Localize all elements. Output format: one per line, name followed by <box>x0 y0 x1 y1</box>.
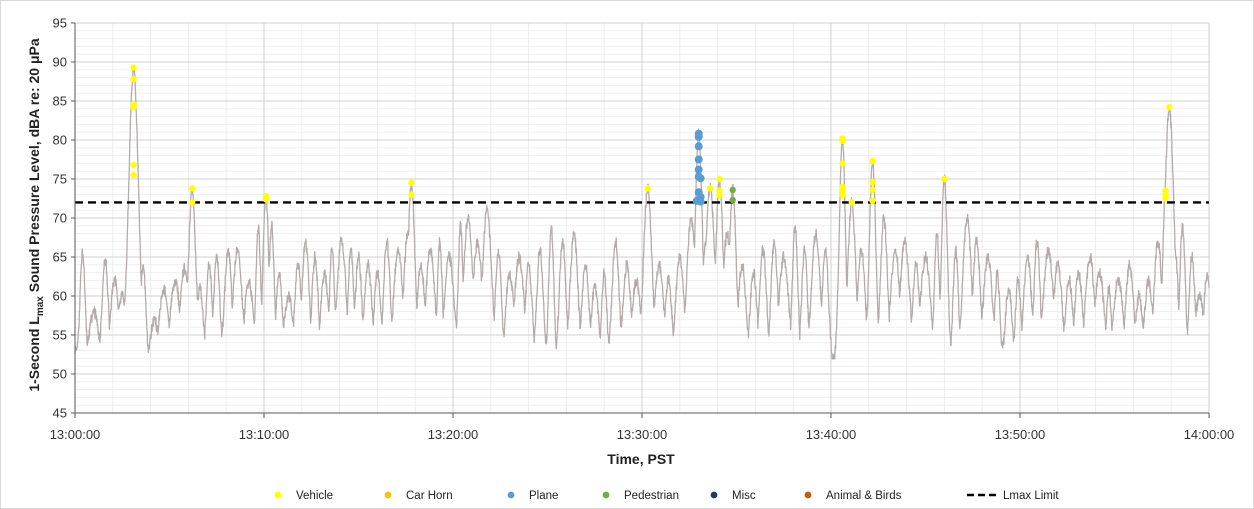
vehicle-marker <box>869 186 876 194</box>
x-tick-label: 13:10:00 <box>239 427 290 442</box>
x-tick-label: 13:20:00 <box>428 427 479 442</box>
y-tick-label: 75 <box>53 172 67 187</box>
legend-marker-misc <box>710 491 718 499</box>
legend-label-car-horn: Car Horn <box>406 490 453 502</box>
y-tick-label: 70 <box>53 211 67 226</box>
y-tick-label: 80 <box>53 133 67 148</box>
plane-marker <box>694 142 703 151</box>
vehicle-marker <box>839 137 846 144</box>
y-axis-title: 1-Second Lmax Sound Pressure Level, dBA … <box>26 38 46 392</box>
legend-label-misc: Misc <box>732 490 756 502</box>
vehicle-marker <box>188 185 196 192</box>
vehicle-marker <box>130 104 137 111</box>
x-tick-label: 14:00:00 <box>1184 427 1235 442</box>
vehicle-marker <box>706 185 714 192</box>
vehicle-marker <box>644 185 651 192</box>
vehicle-marker <box>408 179 415 187</box>
plane-marker <box>696 197 705 206</box>
trace-path <box>74 66 1210 360</box>
legend-marker-pedestrian <box>602 491 610 499</box>
x-tick-label: 13:30:00 <box>617 427 668 442</box>
legend-label-plane: Plane <box>529 490 558 502</box>
vehicle-marker <box>839 192 846 199</box>
y-tick-label: 85 <box>53 94 67 109</box>
legend-label-pedestrian: Pedestrian <box>624 490 679 502</box>
sound-level-trace <box>74 66 1210 360</box>
y-tick-label: 50 <box>53 367 67 382</box>
x-tick-label: 13:00:00 <box>50 427 101 442</box>
vehicle-marker <box>716 192 723 199</box>
tick-labels: 45 50 55 60 65 70 75 80 85 90 95 13:00:00 13:10:00 13… <box>50 16 1235 443</box>
vehicle-marker <box>716 187 723 194</box>
y-tick-label: 90 <box>53 55 67 70</box>
plane-marker <box>696 174 705 183</box>
x-axis-title: Time, PST <box>607 451 675 467</box>
y-tick-label: 95 <box>53 16 67 31</box>
legend: Vehicle Car Horn Plane Pedestrian Misc Animal… <box>274 490 1059 502</box>
y-tick-label: 60 <box>53 289 67 304</box>
vehicle-marker <box>262 196 270 203</box>
vehicle-marker <box>130 75 137 83</box>
pedestrian-marker <box>729 196 736 204</box>
vehicle-marker <box>130 64 137 71</box>
legend-marker-plane <box>507 491 515 499</box>
legend-marker-animal-birds <box>804 491 812 499</box>
vehicle-marker <box>130 171 137 179</box>
vehicle-marker <box>1166 104 1173 111</box>
x-tick-label: 13:40:00 <box>806 427 857 442</box>
vehicle-marker <box>869 157 876 165</box>
legend-label-lmax-limit: Lmax Limit <box>1003 490 1059 502</box>
y-tick-label: 55 <box>53 328 67 343</box>
event-markers <box>130 64 1173 206</box>
vehicle-marker <box>1162 195 1169 202</box>
legend-marker-vehicle <box>274 491 282 499</box>
vehicle-marker <box>941 175 948 183</box>
axes <box>71 22 1210 418</box>
vehicle-marker <box>408 191 415 198</box>
plane-marker <box>694 155 703 164</box>
vehicle-marker <box>869 178 876 186</box>
legend-label-vehicle: Vehicle <box>296 490 333 502</box>
plane-marker <box>694 165 703 174</box>
vehicle-marker <box>839 160 846 167</box>
vehicle-marker <box>188 199 196 206</box>
vehicle-marker <box>839 187 846 194</box>
legend-label-animal-birds: Animal & Birds <box>826 490 902 502</box>
vehicle-marker <box>130 161 137 169</box>
x-tick-label: 13:50:00 <box>995 427 1046 442</box>
legend-marker-car-horn <box>384 491 392 499</box>
vehicle-marker <box>716 175 723 183</box>
vehicle-marker <box>848 199 855 206</box>
pedestrian-marker <box>729 186 736 194</box>
y-tick-label: 45 <box>53 406 67 421</box>
plane-marker <box>694 132 703 141</box>
vehicle-marker <box>869 197 876 205</box>
y-tick-label: 65 <box>53 250 67 265</box>
